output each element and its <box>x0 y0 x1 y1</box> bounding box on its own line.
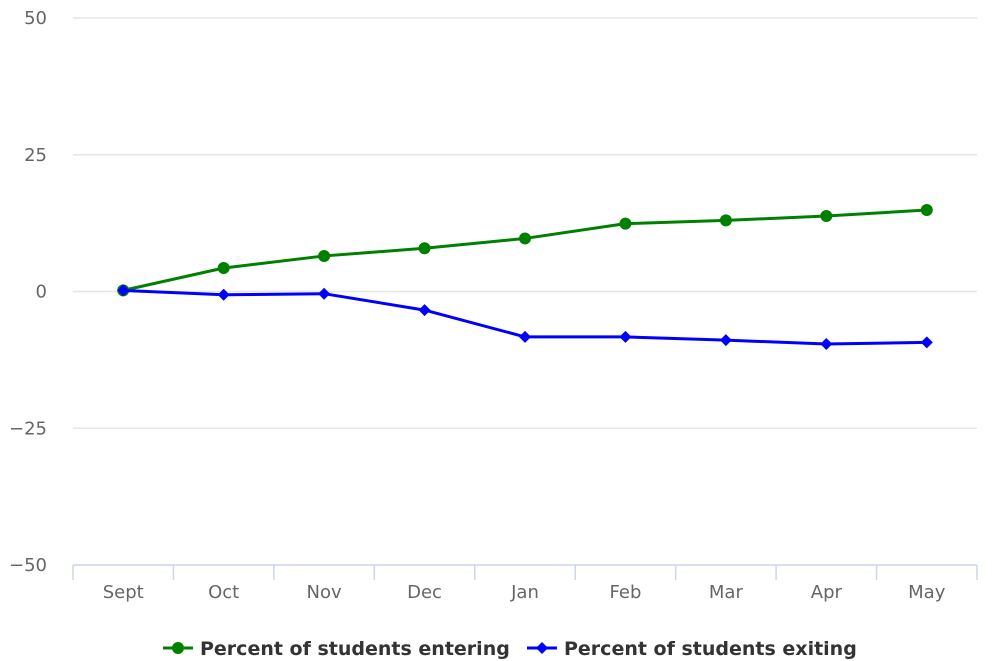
data-point <box>820 338 833 351</box>
data-point <box>619 217 632 230</box>
y-tick-label: 50 <box>24 8 47 29</box>
x-tick-label: Oct <box>208 582 239 603</box>
data-point <box>519 330 531 343</box>
legend-item-2[interactable]: Percent of students exiting <box>527 638 857 660</box>
data-point <box>418 242 431 255</box>
x-axis: Sept Oct Nov Dec Jan Feb Mar Apr May <box>72 564 978 603</box>
x-tick-label: Apr <box>811 582 843 603</box>
grid-lines <box>73 17 977 429</box>
data-point <box>217 288 230 301</box>
data-point <box>619 330 632 343</box>
series-1 <box>117 203 933 297</box>
data-point <box>820 210 833 223</box>
legend-item-1[interactable]: Percent of students entering <box>163 638 510 660</box>
data-point <box>217 261 230 274</box>
series-line <box>121 208 929 292</box>
data-point <box>920 336 933 349</box>
data-point <box>117 284 130 297</box>
legend-marker <box>172 642 184 654</box>
data-point <box>719 214 732 227</box>
x-tick-label: Feb <box>610 582 642 603</box>
legend-marker <box>536 642 548 654</box>
y-axis: 50 25 0 −25 −50 <box>9 8 47 576</box>
x-tick-label: Sept <box>103 582 144 603</box>
data-point <box>418 304 431 317</box>
legend-label: Percent of students entering <box>200 638 510 660</box>
data-point <box>318 287 331 300</box>
data-point <box>519 232 531 245</box>
data-point <box>920 203 933 216</box>
y-tick-label: 0 <box>36 282 47 303</box>
legend[interactable]: Percent of students entering Percent of s… <box>163 638 857 660</box>
x-tick-label: Mar <box>709 582 744 603</box>
y-tick-label: −50 <box>9 555 47 576</box>
data-point <box>318 249 331 262</box>
y-tick-label: −25 <box>9 418 47 439</box>
y-tick-label: 25 <box>24 145 47 166</box>
x-tick-label: Jan <box>510 582 539 603</box>
x-tick-label: May <box>908 582 946 603</box>
series-2 <box>117 284 933 351</box>
series-group <box>117 203 933 351</box>
x-tick-label: Nov <box>307 582 342 603</box>
legend-label: Percent of students exiting <box>564 638 857 660</box>
x-tick-label: Dec <box>407 582 442 603</box>
data-point <box>719 334 732 347</box>
